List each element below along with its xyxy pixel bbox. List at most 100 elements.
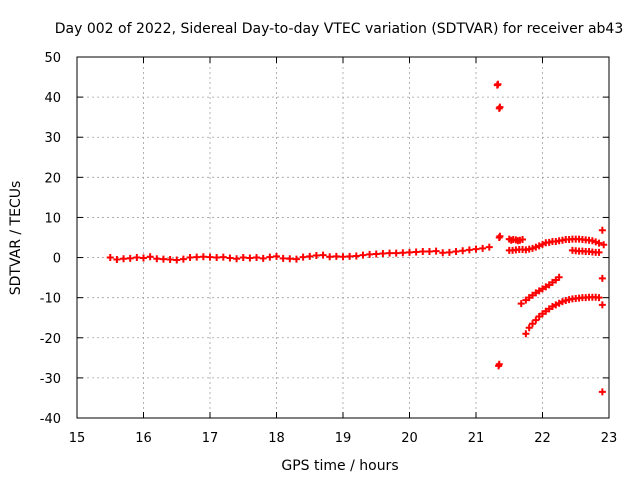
x-tick-label: 20 [401, 431, 418, 446]
y-tick-label: -30 [40, 372, 61, 387]
y-tick-label: 50 [44, 51, 61, 66]
data-point [339, 253, 347, 261]
data-point [312, 252, 320, 260]
data-point [598, 226, 606, 234]
x-tick-label: 19 [335, 431, 352, 446]
data-point [439, 249, 447, 257]
data-point [465, 246, 473, 254]
x-tick-label: 15 [69, 431, 86, 446]
data-point [412, 248, 420, 256]
data-point [595, 239, 603, 247]
data-point [359, 251, 367, 259]
data-point [199, 253, 207, 261]
data-point [306, 252, 314, 260]
data-point [392, 249, 400, 257]
data-series [517, 246, 603, 308]
y-tick-label: 20 [44, 171, 61, 186]
data-point [253, 254, 261, 262]
data-point [366, 250, 374, 258]
data-point [598, 274, 606, 282]
data-point [379, 250, 387, 258]
grid [77, 57, 609, 418]
data-point [479, 244, 487, 252]
data-point [299, 253, 307, 261]
data-point [106, 254, 114, 262]
data-point [120, 255, 128, 263]
data-point [352, 252, 360, 260]
data-point [126, 254, 134, 262]
data-point [166, 256, 174, 264]
data-point [485, 243, 493, 251]
data-point [346, 252, 354, 260]
data-series [598, 226, 608, 396]
data-point [555, 273, 563, 281]
data-point [239, 254, 247, 262]
chart-title: Day 002 of 2022, Sidereal Day-to-day VTE… [55, 21, 624, 37]
data-point [326, 253, 334, 261]
data-point [372, 250, 380, 258]
data-point [452, 248, 460, 256]
data-point [153, 255, 161, 263]
data-point [193, 253, 201, 261]
data-point [496, 103, 504, 111]
data-point [146, 253, 154, 261]
y-axis-title: SDTVAR / TECUs [8, 181, 24, 296]
data-point [319, 251, 327, 259]
data-point [472, 245, 480, 253]
data-point [595, 294, 603, 302]
data-point [399, 249, 407, 257]
x-tick-label: 18 [268, 431, 285, 446]
data-point [286, 255, 294, 263]
data-point [179, 255, 187, 263]
data-point [598, 388, 606, 396]
data-point [519, 236, 527, 244]
data-point [140, 254, 147, 262]
data-point [494, 80, 502, 88]
data-point [206, 253, 214, 261]
data-point [279, 254, 287, 262]
data-point [445, 248, 453, 256]
data-point [226, 254, 234, 262]
data-point [425, 248, 433, 256]
data-point [273, 252, 280, 260]
y-tick-label: 40 [44, 91, 61, 106]
data-point [529, 320, 537, 328]
y-tick-label: -10 [40, 292, 61, 307]
data-point [522, 330, 530, 338]
data-point [496, 232, 504, 240]
data-point [519, 246, 527, 254]
data-point [459, 247, 467, 255]
data-point [292, 255, 300, 263]
data-point [213, 254, 221, 262]
x-tick-label: 23 [601, 431, 618, 446]
data-point [406, 248, 413, 256]
data-point [186, 254, 194, 262]
data-point [159, 255, 167, 263]
data-point [332, 252, 340, 260]
data-series [106, 243, 493, 264]
data-point [386, 249, 394, 257]
data-point [598, 301, 606, 309]
data-series [495, 232, 504, 241]
data-point [219, 253, 227, 261]
data-point [432, 247, 440, 255]
x-tick-label: 22 [534, 431, 551, 446]
y-tick-label: 10 [44, 211, 61, 226]
data-point [419, 248, 427, 256]
data-point [266, 253, 274, 261]
data-point [233, 255, 241, 263]
y-tick-label: -40 [40, 412, 61, 427]
plot-frame [76, 56, 610, 419]
data-point [595, 248, 603, 256]
data-point [495, 360, 503, 368]
y-tick-label: 0 [53, 252, 61, 267]
data-point [113, 256, 121, 264]
data-point [173, 256, 181, 264]
x-tick-label: 17 [202, 431, 219, 446]
data-point [246, 254, 254, 262]
x-tick-label: 21 [468, 431, 485, 446]
x-tick-label: 16 [135, 431, 152, 446]
data-point [517, 300, 525, 308]
data-point [525, 324, 533, 332]
